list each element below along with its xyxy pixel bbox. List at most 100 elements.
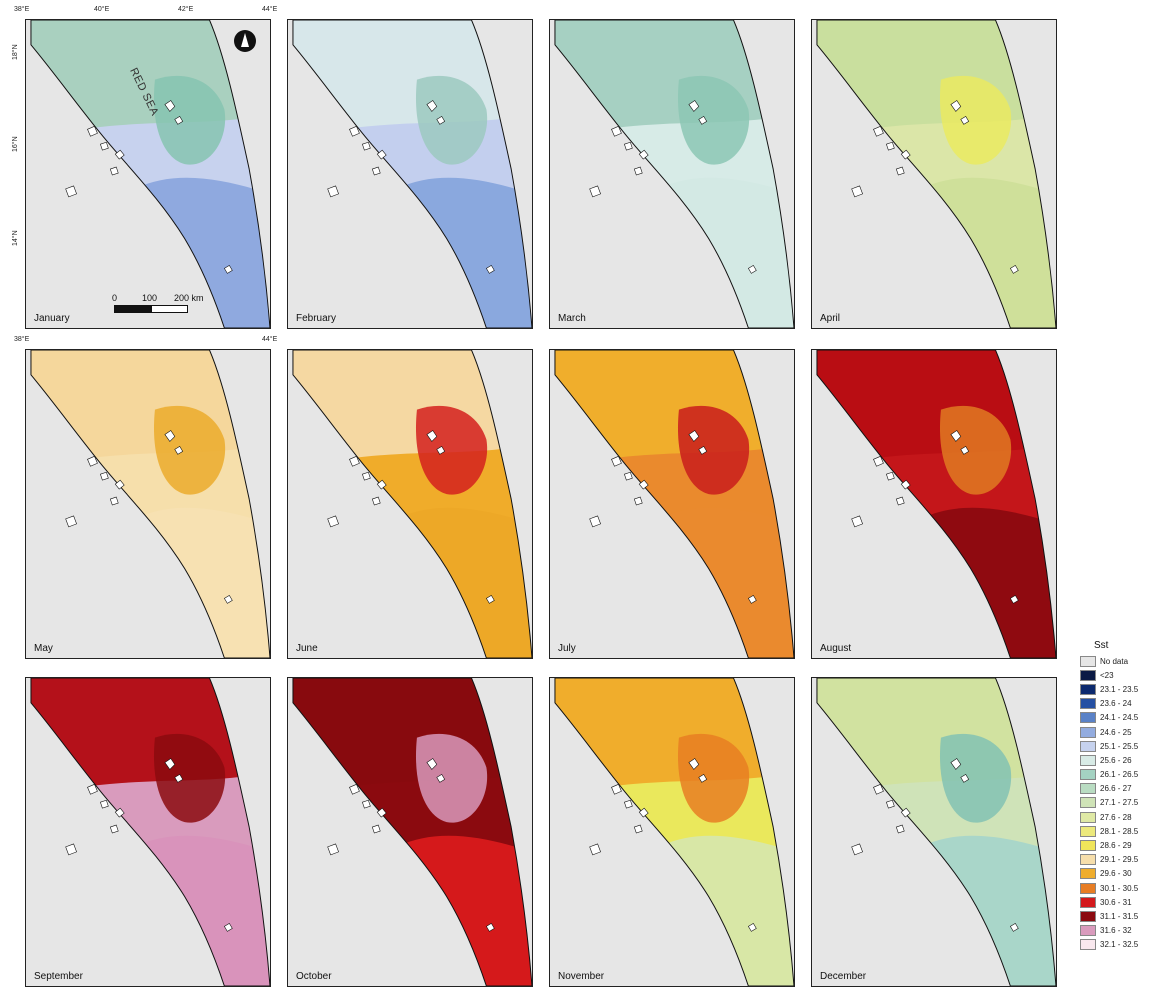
- coastline: [816, 20, 1056, 328]
- legend-swatch: [1080, 925, 1096, 937]
- sst-map: [30, 20, 270, 328]
- island-cluster: [851, 758, 1019, 932]
- legend-swatch: [1080, 882, 1096, 894]
- sea-south-zone: [397, 177, 532, 328]
- sea-south-zone: [659, 835, 794, 986]
- legend-swatch: [1080, 698, 1096, 710]
- sea-south-zone: [921, 835, 1056, 986]
- legend-swatch: [1080, 854, 1096, 866]
- legend-item: No data: [1080, 654, 1138, 668]
- island-cluster: [327, 430, 495, 604]
- coastal-islands-zone: [153, 75, 226, 165]
- map-panel-april: April: [811, 19, 1057, 329]
- coordinate-tick: 18°N: [12, 44, 19, 60]
- legend-item: 27.1 - 27.5: [1080, 796, 1138, 810]
- sst-map: [292, 350, 532, 658]
- legend-label: <23: [1100, 670, 1114, 680]
- month-label: October: [296, 971, 332, 982]
- legend-label: 23.1 - 23.5: [1100, 684, 1139, 694]
- map-panel-may: May: [25, 349, 271, 659]
- coastal-islands-zone: [153, 733, 226, 823]
- legend-label: 29.6 - 30: [1100, 869, 1132, 879]
- legend-item: 28.1 - 28.5: [1080, 824, 1138, 838]
- legend-item: 28.6 - 29: [1080, 838, 1138, 852]
- map-panel-january: January: [25, 19, 271, 329]
- map-panel-october: October: [287, 677, 533, 987]
- month-label: May: [34, 643, 53, 654]
- coastline: [292, 350, 532, 658]
- legend-label: 31.1 - 31.5: [1100, 911, 1139, 921]
- month-label: December: [820, 971, 867, 982]
- legend-swatch: [1080, 896, 1096, 908]
- legend-label: 26.1 - 26.5: [1100, 770, 1139, 780]
- month-label: July: [558, 643, 576, 654]
- sst-map: [554, 20, 794, 328]
- legend-swatch: [1080, 754, 1096, 766]
- month-label: February: [296, 313, 337, 324]
- sea-south-zone: [921, 177, 1056, 328]
- scale-label-100: 100: [142, 293, 158, 303]
- sst-map: [292, 20, 532, 328]
- legend-title: Sst: [1094, 640, 1109, 651]
- legend-item: 29.6 - 30: [1080, 867, 1138, 881]
- coordinate-tick: 16°N: [12, 136, 19, 152]
- island-cluster: [851, 100, 1019, 274]
- sst-map: [554, 350, 794, 658]
- map-panel-july: July: [549, 349, 795, 659]
- sst-map: [554, 678, 794, 986]
- legend-label: 27.1 - 27.5: [1100, 798, 1139, 808]
- legend-swatch: [1080, 825, 1096, 837]
- legend-label: 26.6 - 27: [1100, 784, 1132, 794]
- coastline: [292, 20, 532, 328]
- coordinate-tick: 42°E: [178, 6, 194, 13]
- legend-item: 30.6 - 31: [1080, 895, 1138, 909]
- coastal-islands-zone: [415, 733, 488, 823]
- map-panel-december: December: [811, 677, 1057, 987]
- legend-swatch: [1080, 868, 1096, 880]
- legend-label: 31.6 - 32: [1100, 926, 1132, 936]
- legend-item: 25.1 - 25.5: [1080, 739, 1138, 753]
- coastal-islands-zone: [153, 405, 226, 495]
- legend-item: 27.6 - 28: [1080, 810, 1138, 824]
- coastal-islands-zone: [677, 733, 750, 823]
- legend-label: 24.1 - 24.5: [1100, 713, 1139, 723]
- map-panel-august: August: [811, 349, 1057, 659]
- island-cluster: [851, 430, 1019, 604]
- coordinate-tick: 44°E: [262, 336, 278, 343]
- legend-item: 24.1 - 24.5: [1080, 711, 1138, 725]
- legend-item: <23: [1080, 668, 1138, 682]
- sea-south-zone: [397, 507, 532, 658]
- island-cluster: [327, 758, 495, 932]
- legend-label: No data: [1100, 656, 1129, 666]
- sea-south-zone: [659, 177, 794, 328]
- sst-legend: Sst No data <23 23.1 - 23.5 23.6 - 24 24.1 -…: [1080, 640, 1138, 952]
- map-panel-june: June: [287, 349, 533, 659]
- legend-swatch: [1080, 797, 1096, 809]
- coordinate-tick: 44°E: [262, 6, 278, 13]
- coastline: [554, 350, 794, 658]
- legend-item: 31.6 - 32: [1080, 924, 1138, 938]
- legend-label: 28.1 - 28.5: [1100, 826, 1139, 836]
- coordinate-tick: 40°E: [94, 6, 110, 13]
- coastline: [30, 350, 270, 658]
- legend-label: 30.6 - 31: [1100, 897, 1132, 907]
- legend-swatch: [1080, 910, 1096, 922]
- legend-item: 25.6 - 26: [1080, 753, 1138, 767]
- legend-swatch: [1080, 712, 1096, 724]
- legend-item: 32.1 - 32.5: [1080, 938, 1138, 952]
- sea-south-zone: [397, 835, 532, 986]
- legend-item: 29.1 - 29.5: [1080, 853, 1138, 867]
- legend-item: 30.1 - 30.5: [1080, 881, 1138, 895]
- island-cluster: [327, 100, 495, 274]
- coastal-islands-zone: [677, 75, 750, 165]
- legend-swatch: [1080, 740, 1096, 752]
- sst-map: [30, 678, 270, 986]
- map-panel-november: November: [549, 677, 795, 987]
- sea-south-zone: [921, 507, 1056, 658]
- island-cluster: [65, 758, 233, 932]
- island-cluster: [589, 100, 757, 274]
- month-label: June: [296, 643, 318, 654]
- sea-south-zone: [135, 507, 270, 658]
- sea-south-zone: [135, 835, 270, 986]
- scale-bar: 0 100 200 km: [112, 293, 204, 323]
